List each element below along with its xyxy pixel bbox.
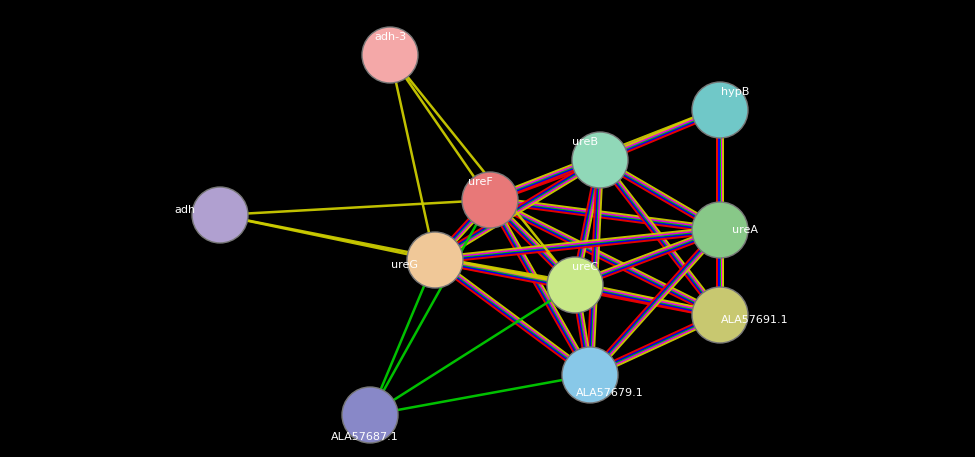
- Text: ALA57691.1: ALA57691.1: [722, 315, 789, 325]
- Circle shape: [342, 387, 398, 443]
- Text: adh: adh: [175, 205, 196, 215]
- Circle shape: [192, 187, 248, 243]
- Circle shape: [692, 202, 748, 258]
- Circle shape: [547, 257, 603, 313]
- Circle shape: [562, 347, 618, 403]
- Circle shape: [692, 82, 748, 138]
- Text: adh-3: adh-3: [374, 32, 406, 42]
- Circle shape: [407, 232, 463, 288]
- Circle shape: [692, 287, 748, 343]
- Circle shape: [572, 132, 628, 188]
- Text: ureF: ureF: [468, 177, 492, 187]
- Circle shape: [362, 27, 418, 83]
- Text: ureB: ureB: [572, 137, 598, 147]
- Text: ureG: ureG: [392, 260, 418, 270]
- Text: hypB: hypB: [721, 87, 749, 97]
- Circle shape: [462, 172, 518, 228]
- Text: ureC: ureC: [572, 262, 598, 272]
- Text: ALA57687.1: ALA57687.1: [332, 432, 399, 442]
- Text: ureA: ureA: [732, 225, 758, 235]
- Text: ALA57679.1: ALA57679.1: [576, 388, 644, 398]
